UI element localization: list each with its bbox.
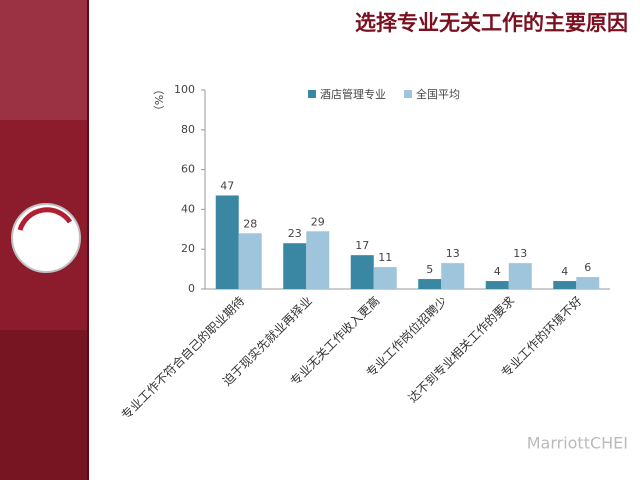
- side-decor: [0, 330, 88, 480]
- value-label: 5: [426, 263, 433, 276]
- y-tick-label: 0: [188, 282, 195, 295]
- bar: [373, 267, 397, 289]
- value-label: 28: [243, 217, 257, 230]
- legend-swatch: [404, 90, 412, 98]
- bar: [441, 263, 465, 289]
- y-tick-label: 40: [181, 202, 195, 215]
- legend-label: 酒店管理专业: [320, 87, 386, 101]
- legend-label: 全国平均: [416, 87, 460, 101]
- bar: [215, 195, 239, 289]
- logo-arc: [17, 207, 73, 231]
- bar: [508, 263, 532, 289]
- bar: [283, 243, 307, 289]
- value-label: 6: [584, 261, 591, 274]
- bar: [485, 281, 509, 289]
- chart-title: 选择专业无关工作的主要原因: [355, 11, 628, 35]
- watermark: MarriottCHEI: [527, 434, 628, 453]
- value-label: 4: [561, 265, 568, 278]
- value-label: 11: [378, 251, 392, 264]
- value-label: 17: [355, 239, 369, 252]
- y-tick-label: 20: [181, 242, 195, 255]
- legend-swatch: [308, 90, 316, 98]
- value-label: 13: [446, 247, 460, 260]
- y-axis-label: （%）: [152, 84, 165, 116]
- logo: [11, 203, 81, 273]
- side-decor: [0, 0, 88, 120]
- y-tick-label: 100: [174, 83, 195, 96]
- bar: [350, 255, 374, 289]
- value-label: 13: [513, 247, 527, 260]
- value-label: 29: [311, 215, 325, 228]
- value-label: 4: [494, 265, 501, 278]
- bar: [553, 281, 577, 289]
- bar: [306, 231, 330, 289]
- y-tick-label: 60: [181, 163, 195, 176]
- bar: [418, 279, 442, 289]
- x-tick-label: 达不到专业相关工作的要求: [405, 293, 517, 405]
- y-tick-label: 80: [181, 123, 195, 136]
- value-label: 47: [220, 179, 234, 192]
- bar: [576, 277, 600, 289]
- value-label: 23: [288, 227, 302, 240]
- x-tick-label: 专业工作不符合自己的职业期待: [118, 293, 247, 422]
- bar: [238, 233, 262, 289]
